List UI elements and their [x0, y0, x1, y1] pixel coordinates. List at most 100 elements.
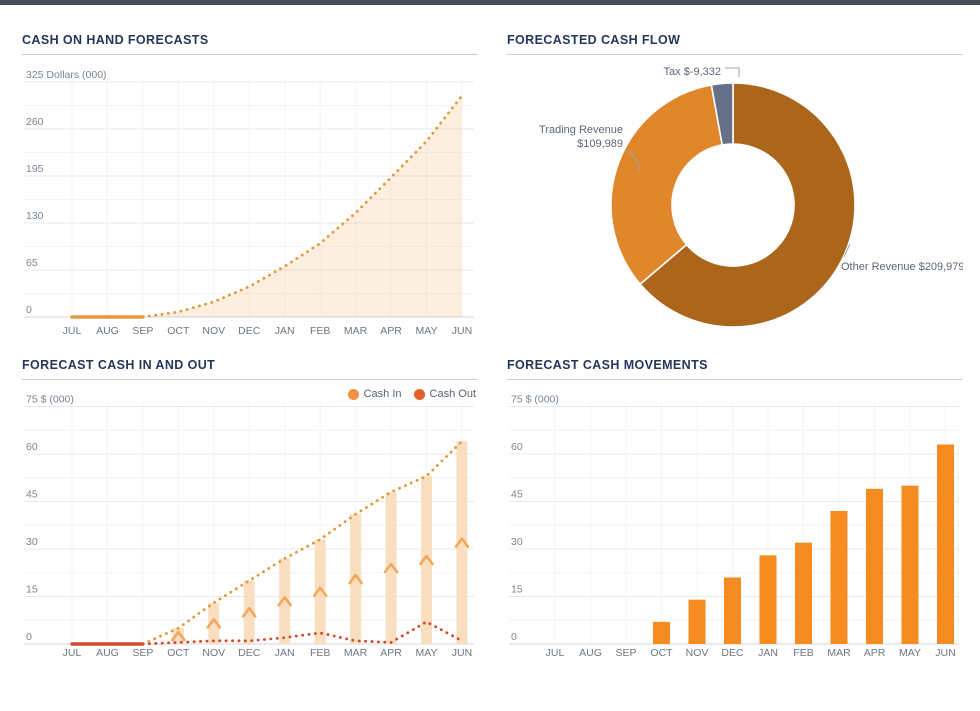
cash-in-bar[interactable] — [279, 558, 291, 645]
forecast-dotted-line — [141, 94, 464, 319]
x-tick-label: FEB — [793, 647, 813, 659]
x-tick-label: AUG — [579, 647, 602, 659]
x-tick-label: JAN — [758, 647, 778, 659]
x-tick-label: DEC — [238, 325, 261, 337]
x-tick-label: APR — [864, 647, 886, 659]
cash-on-hand-chart[interactable]: 0 65 130 195 260 325 Dollars (000) JUL AUG SEP OC… — [22, 55, 478, 347]
y-axis-unit-label: 325 Dollars (000) — [26, 69, 107, 81]
donut-slice-other-revenue[interactable] — [639, 82, 856, 328]
y-tick-label: 130 — [26, 210, 44, 222]
y-axis-unit-label: 75 $ (000) — [511, 394, 559, 406]
y-tick-label: 65 — [26, 257, 38, 269]
x-tick-label: DEC — [721, 647, 744, 659]
movement-bar[interactable] — [759, 555, 777, 644]
label-connector — [843, 243, 851, 258]
y-tick-label: 15 — [26, 584, 38, 596]
legend-item-cash-out[interactable]: Cash Out — [413, 388, 476, 400]
x-tick-label: AUG — [96, 647, 119, 659]
slice-label-other-revenue: Other Revenue $209,979 — [841, 261, 963, 273]
slice-label-tax: Tax $-9,332 — [664, 66, 721, 78]
cash-in-bar[interactable] — [350, 514, 362, 644]
x-tick-label: MAY — [416, 647, 438, 659]
y-tick-label: 15 — [511, 584, 523, 596]
cash-in-bar[interactable] — [385, 492, 397, 644]
cash-in-bar[interactable] — [456, 441, 468, 644]
x-tick-label: MAR — [344, 325, 368, 337]
up-arrow-marker-icon — [277, 595, 292, 607]
movement-bar[interactable] — [653, 621, 670, 644]
y-tick-label: 0 — [26, 304, 32, 316]
x-tick-label: NOV — [202, 647, 225, 659]
movement-bar[interactable] — [688, 599, 706, 644]
x-tick-label: MAY — [416, 325, 438, 337]
up-arrow-marker-icon — [312, 586, 328, 598]
panel-cash-movements: FORECAST CASH MOVEMENTS 0 15 30 45 60 75 $ (0… — [507, 355, 963, 672]
x-tick-label: FEB — [310, 325, 330, 337]
cash-in-bar[interactable] — [314, 539, 326, 645]
x-tick-label: SEP — [132, 325, 153, 337]
up-arrow-marker-icon — [348, 573, 363, 585]
cash-in-bar[interactable] — [208, 602, 220, 644]
forecast-cash-movements-chart[interactable]: 0 15 30 45 60 75 $ (000) JUL AUG SEP OCT NOV DEC JAN… — [507, 380, 963, 672]
x-tick-label: JUN — [452, 647, 472, 659]
panel-title-cash-movements: FORECAST CASH MOVEMENTS — [507, 355, 963, 380]
movement-bar[interactable] — [866, 488, 883, 644]
forecast-cash-in-and-out-chart[interactable]: 0 15 30 45 60 75 $ (000) JUL AUG SEP OCT NOV DEC JAN… — [22, 380, 478, 672]
movement-bar[interactable] — [901, 485, 919, 644]
x-tick-label: JUN — [452, 325, 472, 337]
donut-slice-tax[interactable] — [710, 82, 734, 146]
up-arrow-marker-icon — [454, 537, 470, 548]
cash-in-bar[interactable] — [172, 628, 184, 644]
x-tick-label: FEB — [310, 647, 330, 659]
grid — [24, 78, 474, 318]
movement-bar[interactable] — [795, 542, 812, 644]
movement-bar[interactable] — [937, 444, 954, 645]
cash-out-dotted-line — [141, 620, 464, 646]
up-arrow-marker-icon — [419, 554, 434, 566]
panel-cash-on-hand: CASH ON HAND FORECASTS 0 65 130 195 260 325 D… — [22, 30, 478, 347]
y-tick-label: 0 — [511, 631, 517, 643]
x-tick-label: JUL — [63, 647, 82, 659]
x-tick-label: MAY — [899, 647, 921, 659]
panel-title-cash-in-and-out: FORECAST CASH IN AND OUT — [22, 355, 478, 380]
up-arrow-marker-icon — [171, 630, 186, 642]
y-tick-label: 30 — [26, 536, 38, 548]
up-arrow-marker-icon — [206, 618, 222, 629]
x-tick-label: JUN — [935, 647, 955, 659]
x-tick-label: JUL — [546, 647, 565, 659]
y-tick-label: 60 — [511, 441, 523, 453]
forecast-area-fill — [142, 95, 462, 317]
chart-legend: Cash In Cash Out — [347, 388, 476, 400]
y-tick-label: 195 — [26, 163, 44, 175]
cash-in-dotted-line — [141, 439, 464, 646]
up-arrow-marker-icon — [241, 607, 257, 618]
forecasted-cash-flow-donut-chart[interactable]: Other Revenue $209,979 Trading Revenue $10… — [507, 55, 963, 347]
legend-item-cash-in[interactable]: Cash In — [347, 388, 402, 400]
up-arrow-marker-icon — [383, 562, 399, 574]
label-connector — [725, 67, 740, 77]
y-tick-label: 0 — [26, 631, 32, 643]
x-tick-label: JAN — [275, 325, 295, 337]
label-connector — [625, 150, 641, 173]
y-axis-unit-label: 75 $ (000) — [26, 394, 74, 406]
slice-label-trading-revenue: $109,989 — [577, 138, 623, 150]
x-tick-label: OCT — [167, 647, 190, 659]
cash-in-bar[interactable] — [421, 476, 432, 644]
x-tick-label: JAN — [275, 647, 295, 659]
top-bar — [0, 0, 980, 5]
x-tick-label: JUL — [63, 325, 82, 337]
legend-label-cash-in: Cash In — [363, 388, 402, 400]
cash-in-legend-dot-icon — [347, 388, 359, 400]
panel-title-cash-on-hand: CASH ON HAND FORECASTS — [22, 30, 478, 55]
x-tick-label: SEP — [132, 647, 153, 659]
y-tick-label: 45 — [26, 489, 38, 501]
donut-slice-trading-revenue[interactable] — [610, 84, 724, 286]
movement-bar[interactable] — [830, 511, 848, 644]
cash-in-bar[interactable] — [243, 580, 255, 644]
x-tick-label: OCT — [650, 647, 673, 659]
x-tick-label: APR — [380, 647, 402, 659]
panel-title-forecasted-cash-flow: FORECASTED CASH FLOW — [507, 30, 963, 55]
x-tick-label: SEP — [615, 647, 636, 659]
movement-bar[interactable] — [724, 577, 741, 645]
cash-out-legend-dot-icon — [413, 388, 425, 400]
